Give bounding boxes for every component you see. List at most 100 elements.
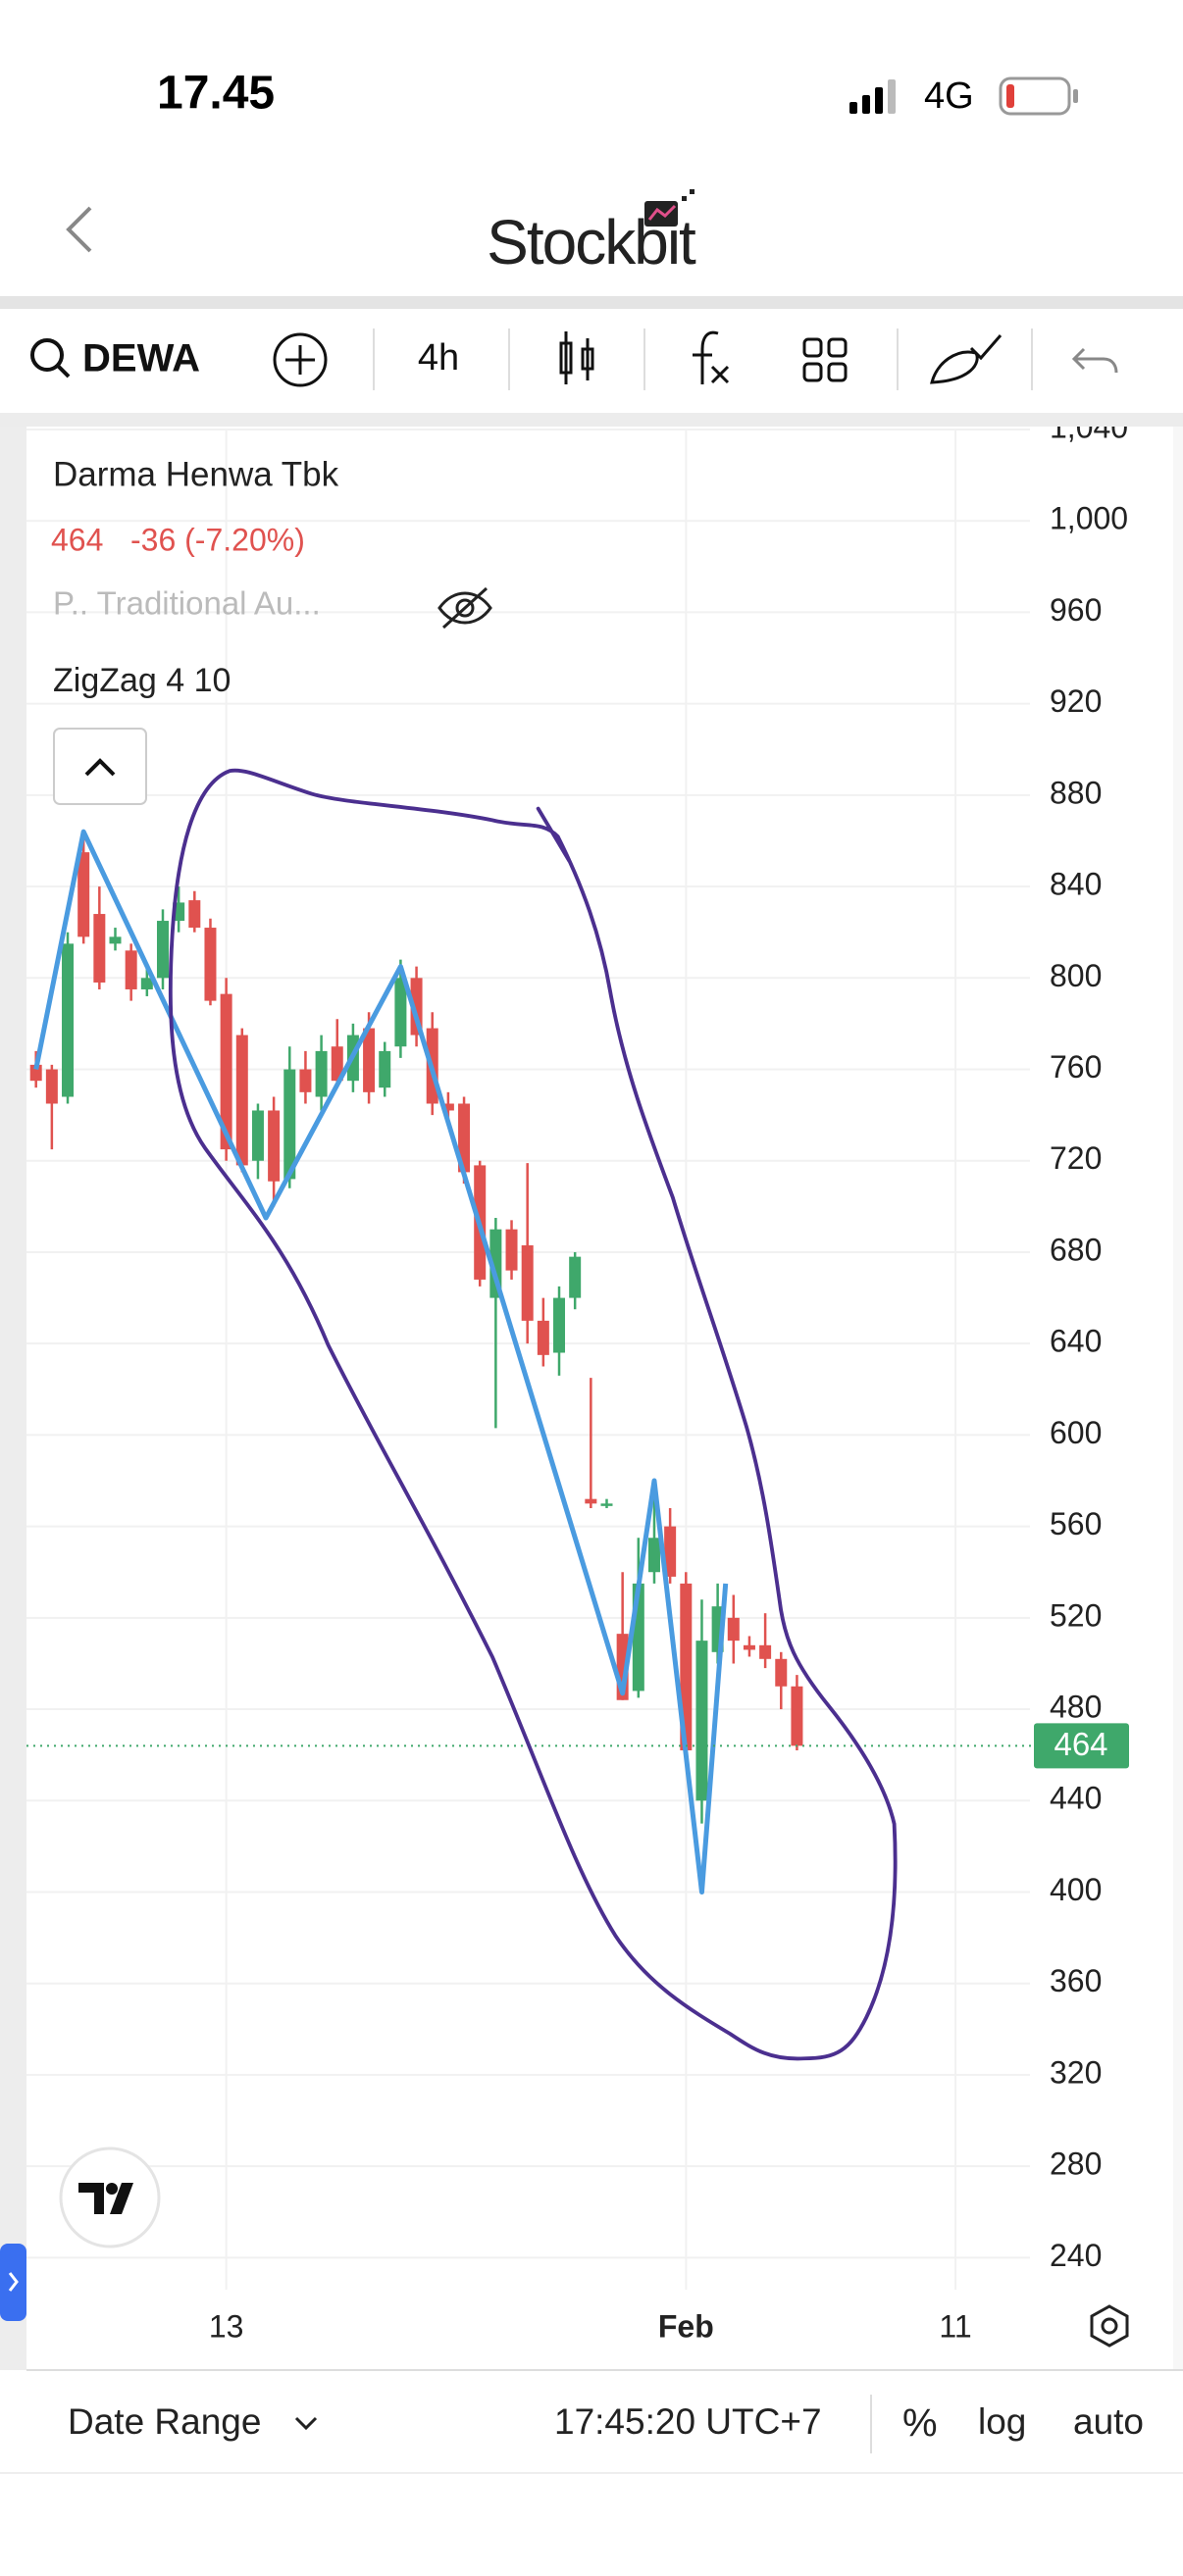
x-tick-label: 13 [209,2308,244,2344]
candle-body [537,1320,549,1355]
battery-icon [999,76,1078,116]
candle-body [268,1110,281,1182]
y-tick-label: 720 [1050,1140,1102,1176]
hand-drawn-circle [168,768,898,2061]
candle-body [569,1256,582,1298]
clock-time: 17:45:20 UTC+7 [554,2401,822,2442]
back-button[interactable] [66,206,92,253]
interval[interactable]: 4h [418,337,459,379]
x-tick-label: 11 [939,2308,971,2344]
y-tick-label: 520 [1050,1597,1102,1633]
y-tick-label: 960 [1050,592,1102,628]
candle-body [727,1617,740,1642]
y-tick-label: 800 [1050,958,1102,993]
settings-button[interactable] [1090,2304,1129,2348]
candle-body [458,1103,471,1173]
candle-body [204,928,217,1001]
date-range-button[interactable]: Date Range [68,2401,261,2442]
drawing-button[interactable] [930,334,1003,384]
add-button[interactable] [273,332,328,387]
candle-body [331,1046,343,1082]
candle-body [647,1538,660,1573]
search-icon[interactable] [30,338,64,372]
candle-body [235,1035,248,1166]
header: Stockbit [66,189,698,278]
chart-type-button[interactable] [559,331,594,384]
y-tick-label: 280 [1050,2147,1102,2182]
side-tab[interactable] [0,2244,26,2321]
indicators-button[interactable] [693,330,730,384]
candle-body [600,1503,613,1506]
tradingview-logo[interactable] [59,2147,161,2248]
status-bar: 17.45 4G [157,68,1078,120]
y-tick-label: 760 [1050,1049,1102,1085]
candle-body [29,1064,42,1082]
candle-body [251,1110,264,1161]
x-tick-label: Feb [658,2308,714,2344]
candle-body [379,1050,391,1088]
candle-body [363,1028,376,1092]
candle-body [585,1498,597,1504]
collapse-button[interactable] [53,728,147,805]
y-tick-label: 600 [1050,1415,1102,1450]
y-tick-label: 480 [1050,1690,1102,1725]
y-tick-label: 400 [1050,1872,1102,1907]
candle-body [695,1641,708,1801]
price-change: -36 (-7.20%) [130,522,305,557]
candle-body [140,978,153,989]
y-tick-label: 560 [1050,1506,1102,1541]
candle-body [505,1229,518,1271]
candle-body [62,943,75,1097]
candle-body [791,1686,803,1746]
candle-body [394,978,407,1047]
indicator: P.. Traditional Au... [53,585,321,622]
candle-body [283,1069,296,1180]
zigzag-line [33,829,729,1894]
candle-body [743,1644,755,1650]
signal-icon [849,79,896,114]
footer: Date Range 17:45:20 UTC+7 % log auto [0,2369,1183,2474]
candle-body [441,1103,454,1111]
symbol[interactable]: DEWA [82,337,200,380]
candle-body [553,1297,566,1353]
undo-button[interactable] [1071,347,1118,374]
candle-body [299,1069,312,1092]
clock: 17.45 [157,68,275,120]
y-tick-label: 360 [1050,1963,1102,1998]
network: 4G [924,76,974,117]
candle-body [45,1069,58,1104]
y-tick-label: 1,000 [1050,501,1128,536]
side-margin [0,427,26,2370]
toolbar: DEWA 4h [0,309,1183,427]
candle-body [220,993,232,1150]
y-tick-label: 240 [1050,2238,1102,2273]
indicator: ZigZag 4 10 [53,662,231,699]
y-tick-label: 320 [1050,2054,1102,2090]
candle-body [315,1050,328,1097]
last-price-tag [1034,1723,1129,1769]
candle-body [77,852,90,937]
y-tick-label: 880 [1050,775,1102,810]
candle-body [188,900,201,929]
visibility-toggle[interactable] [437,586,492,630]
last-price-label: 464 [1054,1726,1107,1762]
candle-body [664,1526,677,1577]
side-margin [1173,427,1183,2370]
candle-body [759,1644,772,1659]
chart: 1,0401,000960920880840800760720680640600… [26,409,1129,2344]
last-price: 464 [51,522,103,557]
candle-body [521,1244,534,1321]
percent-button[interactable]: % [902,2402,938,2446]
auto-button[interactable]: auto [1073,2401,1144,2442]
y-tick-label: 680 [1050,1232,1102,1267]
layout-button[interactable] [802,337,848,382]
candle-body [156,921,169,979]
y-tick-label: 840 [1050,867,1102,902]
log-button[interactable]: log [978,2401,1026,2442]
company-name: Darma Henwa Tbk [53,455,339,493]
candle-body [125,950,137,989]
legend: Darma Henwa Tbk 464 -36 (-7.20%) P.. Tra… [51,455,492,805]
candle-body [93,914,106,983]
